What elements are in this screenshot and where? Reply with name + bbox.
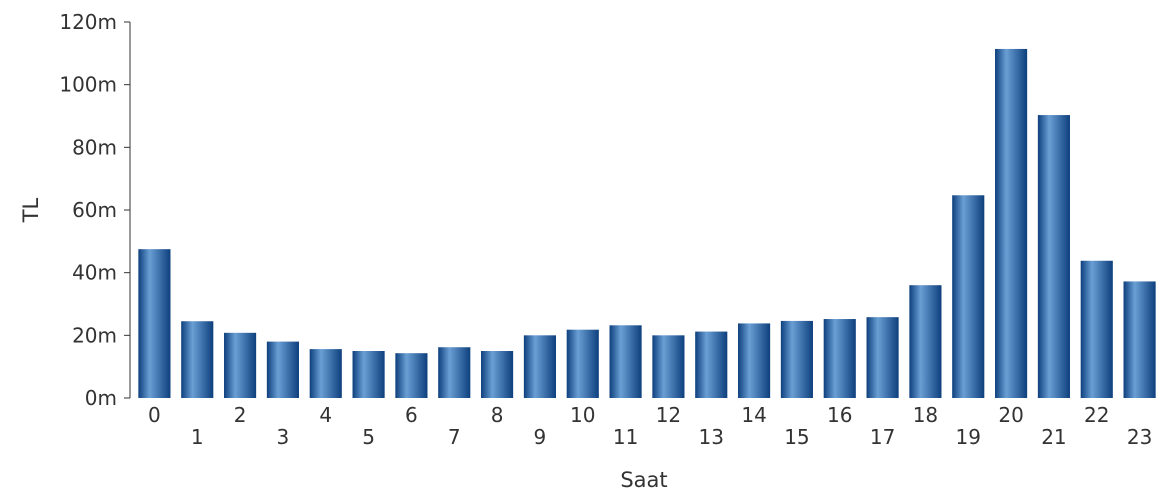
bar-19 (952, 195, 985, 398)
bar-4 (309, 349, 342, 398)
bar-5 (352, 351, 385, 398)
bar-10 (566, 329, 599, 398)
x-tick-label: 22 (1084, 403, 1109, 427)
x-tick-label: 16 (827, 403, 852, 427)
x-tick-label: 15 (784, 425, 809, 449)
bar-23 (1123, 281, 1156, 398)
y-tick-label: 120m (59, 10, 117, 34)
y-tick-label: 100m (59, 73, 117, 97)
y-tick-label: 40m (72, 261, 117, 285)
y-tick-label: 0m (85, 386, 117, 410)
bar-11 (609, 325, 642, 398)
bar-9 (523, 335, 556, 398)
y-axis-title: TL (19, 197, 43, 223)
bar-21 (1037, 115, 1070, 398)
bar-13 (695, 331, 728, 398)
bar-14 (738, 323, 771, 398)
x-axis-title: Saat (620, 468, 667, 492)
x-tick-label: 18 (913, 403, 938, 427)
bar-17 (866, 317, 899, 398)
y-tick-label: 60m (72, 198, 117, 222)
bar-15 (780, 320, 813, 398)
bar-16 (823, 319, 856, 398)
x-tick-label: 20 (998, 403, 1023, 427)
x-tick-label: 1 (191, 425, 204, 449)
x-tick-label: 23 (1127, 425, 1152, 449)
x-tick-label: 11 (613, 425, 638, 449)
bar-6 (395, 353, 428, 398)
x-tick-label: 10 (570, 403, 595, 427)
bar-1 (181, 321, 214, 398)
x-tick-label: 4 (319, 403, 332, 427)
x-tick-label: 5 (362, 425, 375, 449)
bar-2 (224, 332, 257, 398)
x-tick-label: 17 (870, 425, 895, 449)
x-tick-label: 13 (699, 425, 724, 449)
x-tick-label: 2 (234, 403, 247, 427)
bar-20 (995, 48, 1028, 399)
x-tick-label: 3 (277, 425, 290, 449)
y-tick-label: 20m (72, 323, 117, 347)
x-tick-label: 6 (405, 403, 418, 427)
x-tick-label: 12 (656, 403, 681, 427)
bar-7 (438, 347, 471, 398)
bar-3 (266, 341, 299, 398)
x-tick-label: 8 (491, 403, 504, 427)
x-tick-label: 21 (1041, 425, 1066, 449)
x-tick-label: 0 (148, 403, 161, 427)
x-tick-label: 14 (741, 403, 766, 427)
bar-22 (1080, 260, 1113, 398)
x-tick-label: 19 (956, 425, 981, 449)
bar-8 (481, 351, 514, 398)
y-axis-ticks: 0m 20m 40m 60m 80m 100m 120m (59, 10, 130, 410)
bar-18 (909, 285, 942, 398)
x-tick-label: 7 (448, 425, 461, 449)
bars (138, 48, 1156, 399)
bar-12 (652, 335, 685, 398)
x-tick-label: 9 (534, 425, 547, 449)
bar-0 (138, 249, 171, 398)
y-tick-label: 80m (72, 135, 117, 159)
